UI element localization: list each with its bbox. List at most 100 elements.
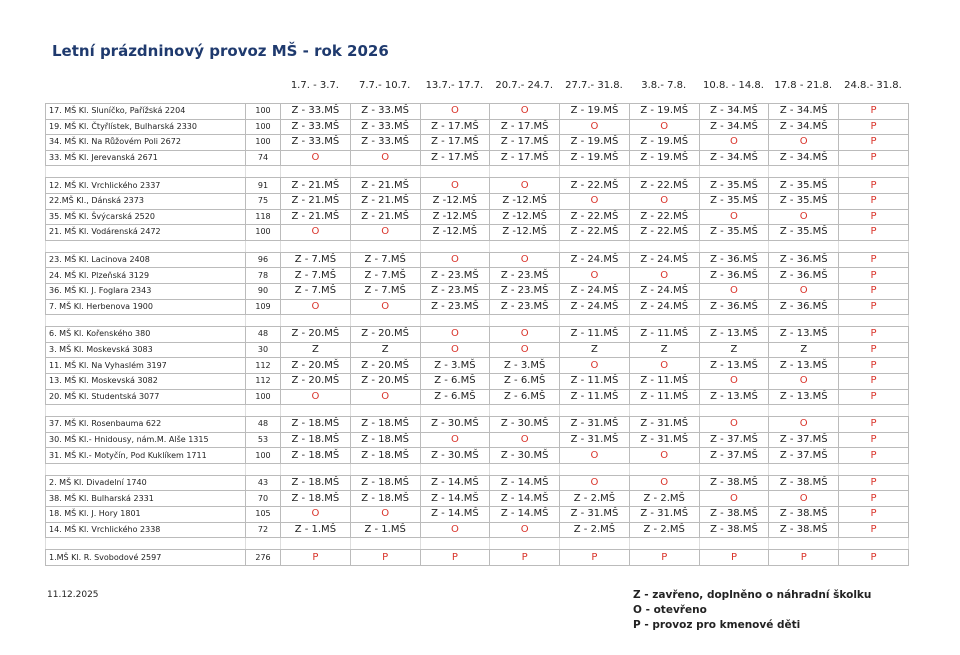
status-cell: O: [419, 341, 491, 359]
empty-cell: [45, 537, 246, 551]
status-cell: Z - 2.MŠ: [559, 490, 630, 508]
school-name: 33. MŠ Kl. Jerevanská 2671: [45, 149, 246, 167]
status-cell: O: [489, 103, 561, 120]
status-cell: Z - 24.MŠ: [628, 251, 700, 269]
status-cell: O: [628, 357, 700, 374]
column-header: 20.7.- 24.7.: [495, 80, 554, 91]
status-cell: Z - 31.MŠ: [628, 506, 700, 523]
status-cell: O: [768, 208, 840, 226]
empty-cell: [245, 404, 281, 418]
empty-cell: [628, 537, 700, 551]
empty-cell: [559, 537, 630, 551]
status-cell: P: [838, 298, 909, 316]
status-cell: Z - 35.MŠ: [698, 192, 770, 210]
status-cell: Z - 38.MŠ: [768, 506, 840, 523]
school-name: 23. MŠ Kl. Lacinova 2408: [45, 251, 246, 269]
status-cell: Z - 33.MŠ: [280, 134, 351, 151]
status-cell: O: [768, 134, 840, 151]
empty-cell: [838, 462, 909, 476]
status-cell: P: [838, 224, 909, 241]
school-row: 18. MŠ Kl. J. Hory 1801 105 O O Z - 14.MŠ Z -…: [45, 506, 909, 523]
status-cell: Z - 33.MŠ: [349, 103, 421, 120]
status-cell: O: [698, 134, 770, 151]
status-cell: Z - 1.MŠ: [280, 521, 351, 539]
status-cell: Z - 23.MŠ: [489, 282, 561, 300]
status-cell: Z - 34.MŠ: [698, 103, 770, 120]
status-cell: P: [838, 326, 909, 343]
empty-cell: [489, 537, 561, 551]
status-cell: P: [419, 549, 491, 566]
empty-cell: [838, 239, 909, 253]
school-row: 6. MŠ Kl. Kořenského 380 48 Z - 20.MŠ Z - 2…: [45, 326, 909, 343]
empty-cell: [489, 165, 561, 179]
status-cell: Z - 14.MŠ: [489, 490, 561, 508]
status-cell: Z - 6.MŠ: [489, 372, 561, 390]
status-cell: Z - 38.MŠ: [698, 521, 770, 539]
column-header: 13.7.- 17.7.: [425, 80, 484, 91]
capacity: 100: [245, 388, 281, 406]
status-cell: Z: [349, 341, 421, 359]
column-headers: 1.7. - 3.7. 7.7.- 10.7. 13.7.- 17.7. 20.7.-…: [45, 80, 908, 91]
status-cell: Z - 20.MŠ: [280, 372, 351, 390]
school-name: 11. MŠ Kl. Na Vyhaslém 3197: [45, 357, 246, 374]
status-cell: O: [489, 251, 561, 269]
capacity: 90: [245, 282, 281, 300]
empty-cell: [245, 239, 281, 253]
legend: Z - zavřeno, doplněno o náhradní školku O…: [633, 588, 871, 633]
capacity: 109: [245, 298, 281, 316]
school-name: 2. MŠ Kl. Divadelní 1740: [45, 474, 246, 492]
school-name: 36. MŠ Kl. J. Foglara 2343: [45, 282, 246, 300]
school-row: 7. MŠ Kl. Herbenova 1900 109 O O Z - 23.MŠ Z …: [45, 298, 909, 316]
school-row: 20. MŠ Kl. Studentská 3077 100 O O Z - 6.MŠ Z…: [45, 388, 909, 406]
status-cell: O: [628, 267, 700, 284]
capacity: 48: [245, 416, 281, 433]
status-cell: P: [838, 549, 909, 566]
status-cell: Z - 11.MŠ: [628, 388, 700, 406]
group-gap: [45, 239, 909, 253]
status-cell: O: [698, 208, 770, 226]
school-name: 35. MŠ Kl. Švýcarská 2520: [45, 208, 246, 226]
group-gap: [45, 165, 909, 179]
status-cell: Z - 23.MŠ: [489, 298, 561, 316]
school-row: 11. MŠ Kl. Na Vyhaslém 3197 112 Z - 20.MŠ Z…: [45, 357, 909, 374]
school-row: 35. MŠ Kl. Švýcarská 2520 118 Z - 21.MŠ Z -…: [45, 208, 909, 226]
capacity: 43: [245, 474, 281, 492]
status-cell: P: [768, 549, 840, 566]
status-cell: Z: [628, 341, 700, 359]
empty-cell: [559, 239, 630, 253]
school-row: 1.MŠ Kl. R. Svobodové 2597 276 P P P P P P P P P: [45, 549, 909, 566]
status-cell: Z - 36.MŠ: [768, 298, 840, 316]
status-cell: Z - 11.MŠ: [628, 372, 700, 390]
status-cell: P: [698, 549, 770, 566]
school-name: 38. MŠ Kl. Bulharská 2331: [45, 490, 246, 508]
capacity: 100: [245, 224, 281, 241]
status-cell: P: [838, 416, 909, 433]
status-cell: Z - 6.MŠ: [489, 388, 561, 406]
school-row: 38. MŠ Kl. Bulharská 2331 70 Z - 18.MŠ Z - …: [45, 490, 909, 508]
status-cell: Z - 22.MŠ: [628, 208, 700, 226]
status-cell: Z -12.MŠ: [489, 192, 561, 210]
status-cell: Z - 21.MŠ: [349, 177, 421, 194]
status-cell: Z - 13.MŠ: [768, 388, 840, 406]
status-cell: Z - 37.MŠ: [698, 447, 770, 464]
status-cell: Z - 33.MŠ: [349, 118, 421, 136]
status-cell: Z - 38.MŠ: [768, 521, 840, 539]
capacity: 105: [245, 506, 281, 523]
status-cell: Z - 2.MŠ: [628, 490, 700, 508]
status-cell: O: [698, 282, 770, 300]
empty-cell: [628, 462, 700, 476]
status-cell: O: [628, 474, 700, 492]
status-cell: P: [838, 208, 909, 226]
status-cell: Z - 19.MŠ: [628, 134, 700, 151]
empty-cell: [349, 537, 421, 551]
status-cell: Z - 22.MŠ: [559, 224, 630, 241]
status-cell: O: [419, 177, 491, 194]
status-cell: O: [280, 388, 351, 406]
empty-cell: [419, 314, 491, 328]
school-row: 19. MŠ Kl. Čtyřlístek, Bulharská 2330 100…: [45, 118, 909, 136]
empty-cell: [349, 404, 421, 418]
status-cell: O: [489, 341, 561, 359]
status-cell: Z - 3.MŠ: [489, 357, 561, 374]
status-cell: Z - 20.MŠ: [349, 372, 421, 390]
school-name: 19. MŠ Kl. Čtyřlístek, Bulharská 2330: [45, 118, 246, 136]
